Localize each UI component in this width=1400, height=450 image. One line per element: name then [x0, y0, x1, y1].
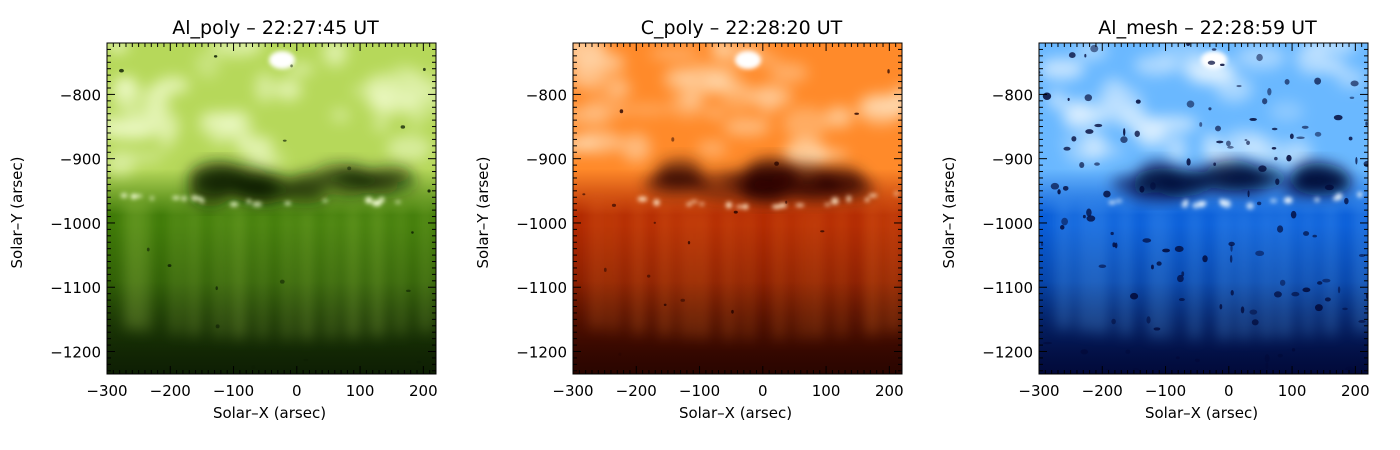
y-tick-label: −1000 [516, 215, 567, 233]
y-tick-label: −1200 [50, 344, 101, 362]
x-tick-label: 100 [346, 382, 375, 400]
solar-image-area [107, 43, 436, 374]
y-tick-label: −900 [992, 151, 1033, 169]
y-tick-label: −800 [526, 86, 567, 104]
y-tick-label: −1000 [50, 215, 101, 233]
x-tick-label: 200 [875, 382, 904, 400]
y-tick-label: −1100 [50, 279, 101, 297]
y-tick-label: −1100 [982, 279, 1033, 297]
y-tick-label: −1200 [516, 344, 567, 362]
y-tick-label: −800 [60, 86, 101, 104]
panel-title: Al_poly – 22:27:45 UT [172, 17, 379, 39]
solar-image-c-poly: −300 −200 −100 0 100 200−800−900−1000−1100−12… [474, 17, 904, 422]
panel-title: Al_mesh – 22:28:59 UT [1098, 17, 1317, 39]
x-tick-label: −200 [150, 382, 191, 400]
x-tick-label: 100 [1278, 382, 1307, 400]
x-tick-label: 200 [409, 382, 438, 400]
x-tick-label: −300 [1018, 382, 1059, 400]
x-axis-label: Solar–X (arsec) [213, 404, 326, 422]
panel-title: C_poly – 22:28:20 UT [641, 17, 843, 39]
y-tick-label: −1000 [982, 215, 1033, 233]
axis-ticks [1038, 43, 1369, 374]
panel-al-mesh: −300 −200 −100 0 100 200 −800 −900 −1000 −1100 −12… [932, 0, 1392, 450]
solar-image-area [573, 43, 902, 374]
panel-al-poly: −300 −200 −100 0 100 200 −800 −900 −1000 −1100 −12… [0, 0, 460, 450]
y-tick-label: −1100 [516, 279, 567, 297]
y-tick-label: −900 [60, 151, 101, 169]
x-tick-label: 100 [812, 382, 841, 400]
x-tick-label: 0 [758, 382, 768, 400]
y-tick-label: −900 [526, 151, 567, 169]
solar-image-area [1039, 43, 1368, 374]
x-tick-label: −300 [86, 382, 127, 400]
x-tick-label: 0 [1224, 382, 1234, 400]
axis-ticks [572, 43, 903, 374]
y-axis-label: Solar–Y (arsec) [940, 156, 958, 268]
y-tick-label: −1200 [982, 344, 1033, 362]
x-tick-label: 200 [1341, 382, 1370, 400]
axis-ticks [106, 43, 437, 374]
panel-c-poly: −300 −200 −100 0 100 200 −800 −900 −1000 −1100 −12… [466, 0, 926, 450]
x-axis-label: Solar–X (arsec) [679, 404, 792, 422]
x-tick-label: −100 [679, 382, 720, 400]
x-tick-label: −200 [1082, 382, 1123, 400]
solar-image-al-poly: −300 −200 −100 0 100 200−800−900−1000−1100−12… [8, 17, 438, 422]
y-axis-label: Solar–Y (arsec) [8, 156, 26, 268]
y-axis-label: Solar–Y (arsec) [474, 156, 492, 268]
y-tick-label: −800 [992, 86, 1033, 104]
x-tick-label: −200 [616, 382, 657, 400]
x-axis-label: Solar–X (arsec) [1145, 404, 1258, 422]
x-tick-label: −300 [552, 382, 593, 400]
x-tick-label: −100 [1145, 382, 1186, 400]
solar-image-al-mesh: −300 −200 −100 0 100 200−800−900−1000−1100−12… [940, 17, 1370, 422]
x-tick-label: −100 [213, 382, 254, 400]
x-tick-label: 0 [292, 382, 302, 400]
